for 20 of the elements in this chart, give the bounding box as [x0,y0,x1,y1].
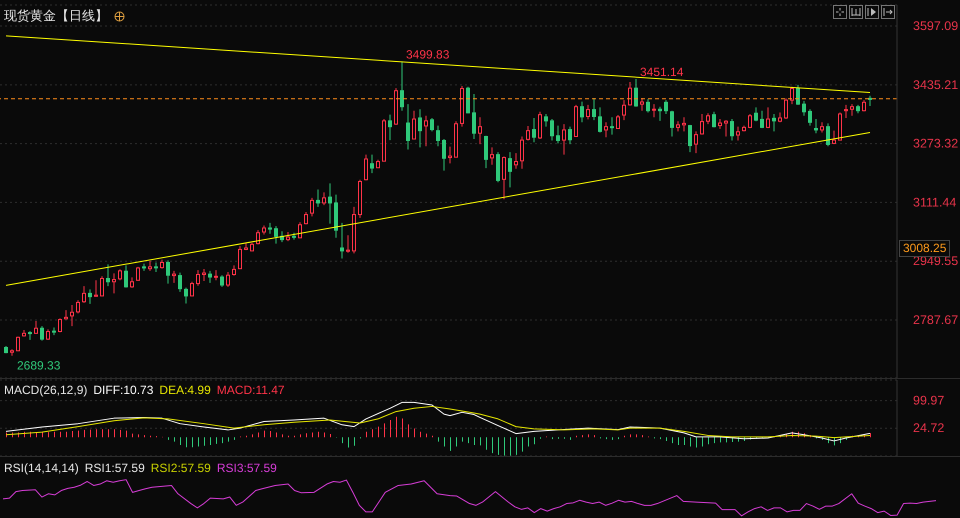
text: RSI1:57.59 [84,461,145,475]
chart-title: MACD(26,12,9) [4,383,88,397]
text: RSI2:57.59 [150,461,211,475]
annotation: 3499.83 [406,47,450,62]
series-label: DIFF:10.73 [93,383,154,397]
y-tick-label: 99.97 [913,394,944,408]
y-tick-label: 24.72 [913,421,944,436]
y-tick-label: 2787.67 [913,313,958,328]
chart-title: RSI(14,14,14) [4,461,79,475]
annotation: 3451.14 [640,65,684,80]
y-tick-label: 3111.44 [913,195,956,210]
y-tick-label: 3273.32 [913,136,958,151]
chart-title: 现货黄金【日线】 [4,7,108,25]
y-tick-label: 3435.21 [913,78,958,92]
y-tick-label: 3597.09 [913,19,958,34]
text: 3008.25 [899,240,950,257]
series-label: RSI3:57.59 [216,461,277,475]
text: MACD:11.47 [216,383,285,397]
series-label: DEA:4.99 [159,383,211,397]
annotation: 2689.33 [17,358,61,373]
